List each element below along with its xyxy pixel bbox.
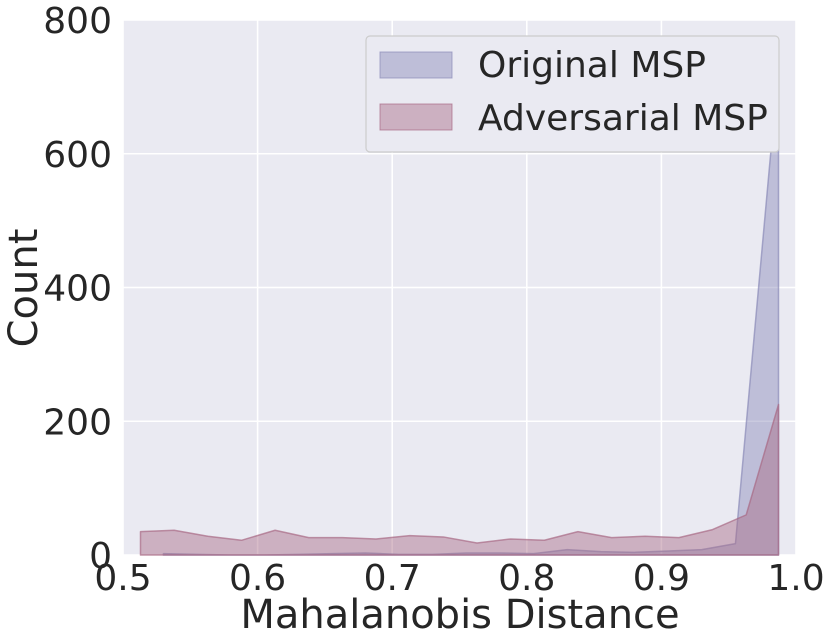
- x-axis-label: Mahalanobis Distance: [240, 592, 679, 638]
- x-tick-label: 0.6: [229, 558, 286, 599]
- y-axis-ticks: 0 200 400 600 800: [43, 1, 112, 577]
- x-axis-ticks: 0.5 0.6 0.7 0.8 0.9 1.0: [94, 558, 824, 599]
- y-axis-label: Count: [1, 229, 47, 348]
- y-tick-label: 800: [43, 1, 112, 42]
- y-tick-label: 200: [43, 402, 112, 443]
- series-layer: [139, 66, 780, 556]
- legend-box: [365, 35, 780, 153]
- legend-label-original-msp: Original MSP: [478, 45, 706, 86]
- legend-label-adversarial-msp: Adversarial MSP: [478, 98, 768, 139]
- x-tick-label: 0.8: [498, 558, 555, 599]
- legend-swatch-original-msp: [379, 51, 453, 79]
- y-tick-label: 400: [43, 269, 112, 310]
- series-area-adversarial-msp: [139, 403, 780, 556]
- legend: Original MSP Adversarial MSP: [365, 35, 780, 153]
- x-tick-label: 0.5: [94, 558, 151, 599]
- x-tick-label: 1.0: [767, 558, 824, 599]
- y-tick-label: 0: [89, 536, 112, 577]
- x-tick-label: 0.7: [364, 558, 421, 599]
- y-tick-label: 600: [43, 135, 112, 176]
- legend-swatch-adversarial-msp: [379, 103, 453, 131]
- x-tick-label: 0.9: [633, 558, 690, 599]
